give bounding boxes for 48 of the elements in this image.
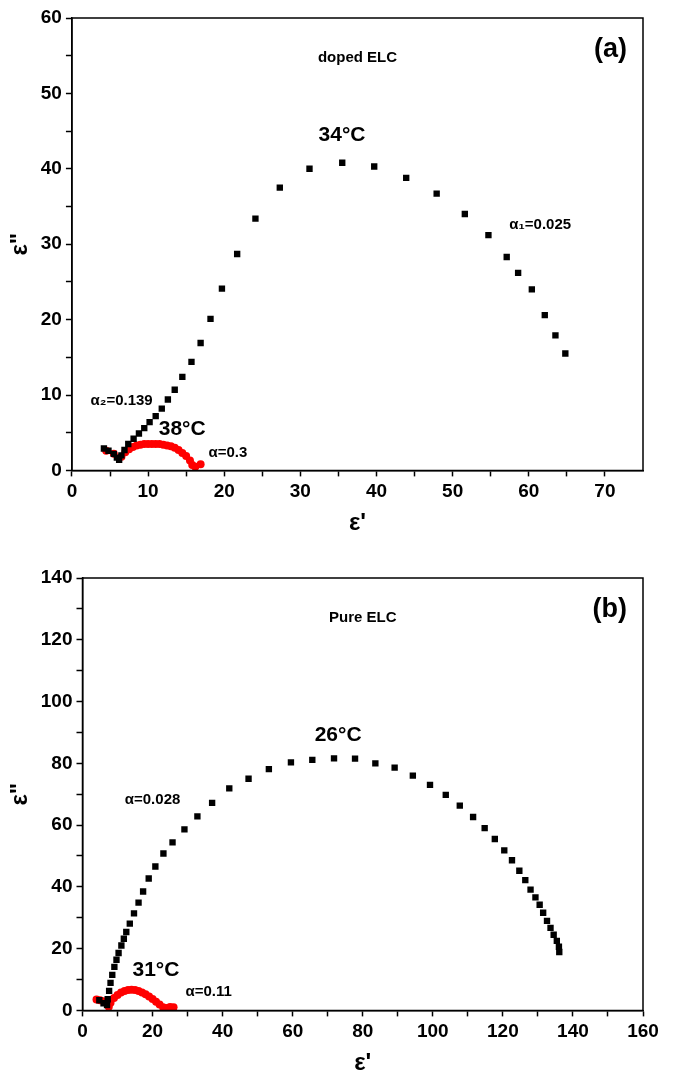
- x-axis-title: ε': [354, 1048, 372, 1076]
- annotation: 34°C: [318, 121, 366, 145]
- x-tick-label: 80: [352, 1020, 374, 1042]
- y-tick-label: 140: [40, 566, 73, 588]
- text: (a): [594, 33, 627, 64]
- y-tick-label: 10: [40, 383, 62, 405]
- y-tick-label: 0: [61, 998, 73, 1020]
- text: (b): [592, 593, 627, 624]
- y-tick-label: 60: [51, 813, 73, 835]
- annotation: α=0.3: [208, 443, 248, 461]
- x-tick-label: 40: [365, 480, 388, 502]
- text: doped ELC: [317, 48, 398, 66]
- x-tick-label: 40: [212, 1020, 234, 1042]
- annotation: α=0.11: [185, 981, 232, 999]
- x-tick-label: 0: [77, 1020, 88, 1042]
- text: Pure ELC: [328, 608, 397, 626]
- y-axis-title: ε": [5, 782, 33, 806]
- annotation: 31°C: [132, 956, 180, 980]
- x-tick-label: 140: [557, 1020, 589, 1042]
- y-axis-title: ε": [5, 232, 33, 256]
- y-tick-label: 80: [51, 751, 73, 773]
- y-tick-label: 50: [40, 81, 62, 103]
- y-tick-label: 120: [40, 628, 73, 650]
- y-tick-label: 30: [40, 232, 62, 254]
- x-tick-label: 50: [442, 480, 464, 502]
- y-tick-label: 40: [51, 875, 73, 897]
- x-tick-label: 20: [213, 480, 235, 502]
- x-tick-label: 60: [282, 1020, 304, 1042]
- x-axis-title: ε': [348, 508, 367, 536]
- annotation: 26°C: [314, 722, 362, 746]
- x-tick-label: 100: [416, 1020, 449, 1042]
- y-tick-label: 40: [40, 157, 62, 179]
- y-tick-label: 0: [51, 458, 62, 480]
- y-tick-label: 60: [40, 6, 62, 28]
- x-tick-label: 10: [137, 480, 159, 502]
- x-tick-label: 20: [141, 1020, 164, 1042]
- y-tick-label: 20: [40, 307, 62, 329]
- annotation: 38°C: [158, 415, 206, 439]
- x-tick-label: 70: [594, 480, 616, 502]
- y-tick-label: 20: [51, 936, 73, 958]
- annotation: α₁=0.025: [509, 215, 572, 233]
- annotation: α₂=0.139: [90, 391, 153, 409]
- annotation: α=0.028: [124, 790, 181, 808]
- y-tick-label: 100: [40, 689, 73, 711]
- x-tick-label: 30: [289, 480, 311, 502]
- x-tick-label: 120: [487, 1020, 519, 1042]
- x-tick-label: 160: [627, 1020, 659, 1042]
- x-tick-label: 60: [518, 480, 540, 502]
